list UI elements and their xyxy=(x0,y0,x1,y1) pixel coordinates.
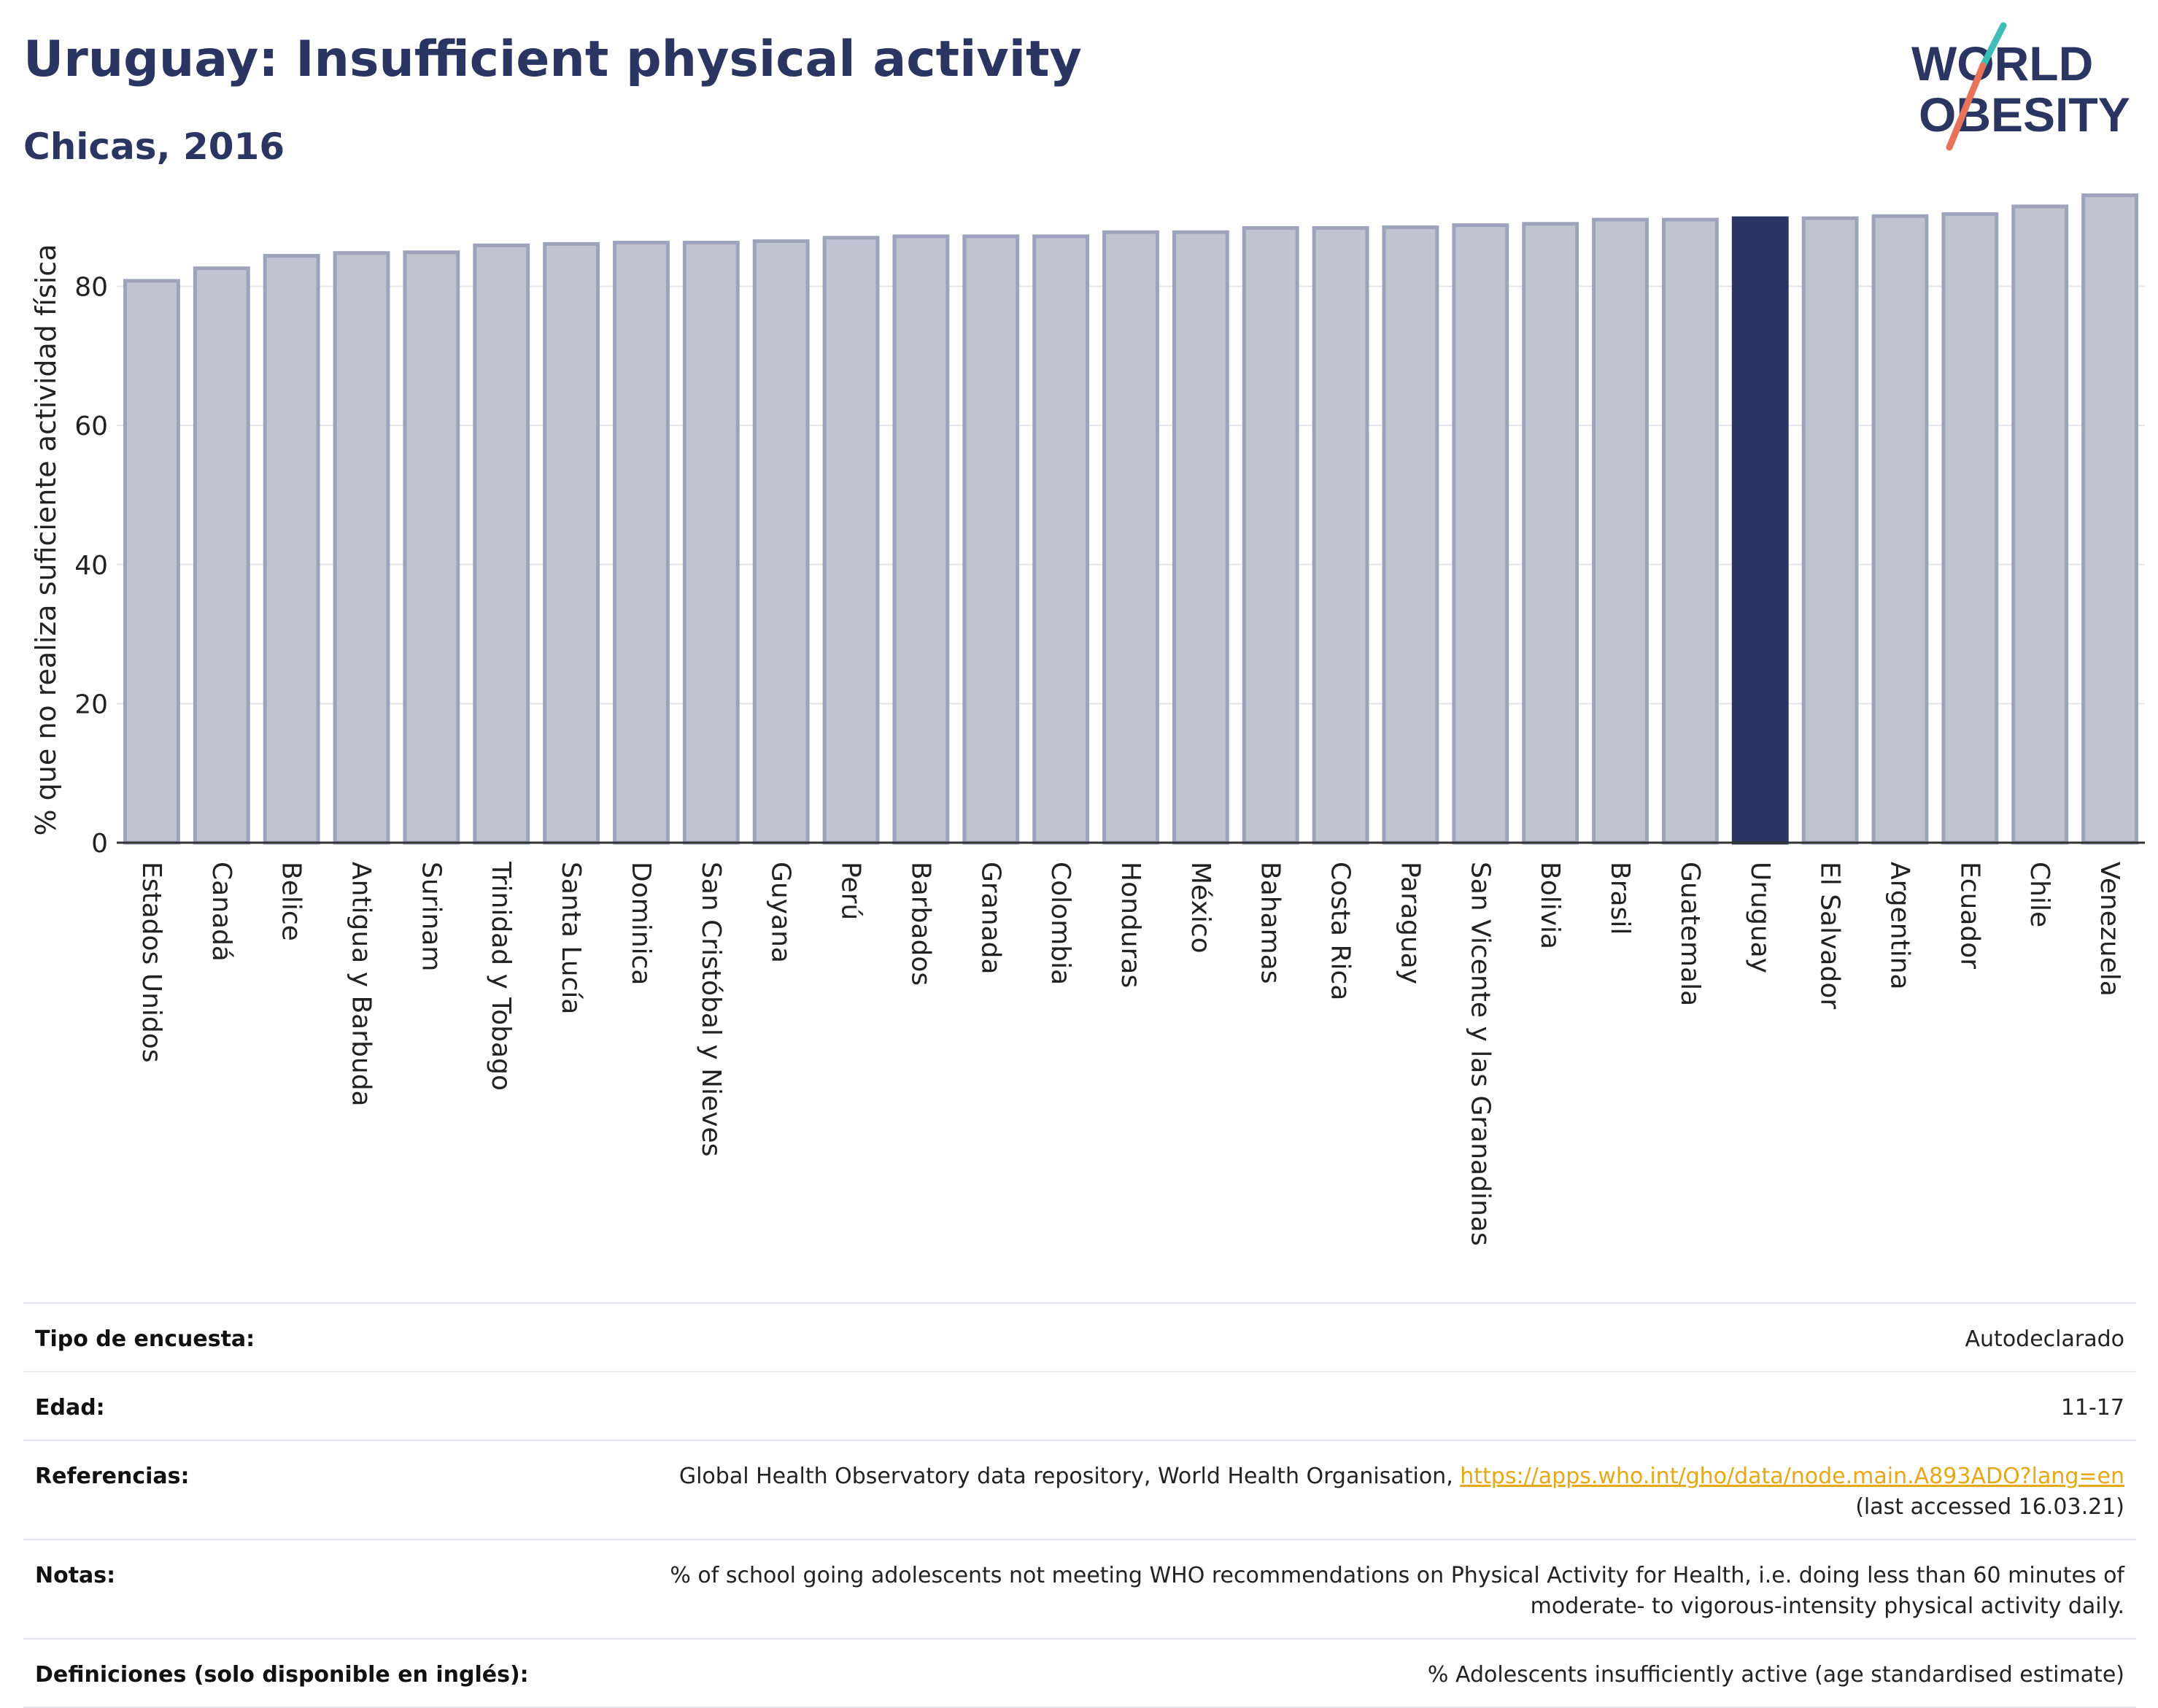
info-table: Tipo de encuesta: Autodeclarado Edad: 11… xyxy=(23,1302,2136,1708)
x-tick-label: Antigua y Barbuda xyxy=(347,862,376,1107)
bar xyxy=(1452,223,1509,845)
chart-title: Uruguay: Insufficient physical activity xyxy=(23,31,1082,88)
bar xyxy=(752,239,810,845)
bar xyxy=(1801,216,1859,845)
info-value: Global Health Observatory data repositor… xyxy=(679,1461,2124,1523)
y-axis-label: % que no realiza suficiente actividad fí… xyxy=(30,244,62,836)
reference-text: Global Health Observatory data repositor… xyxy=(678,1464,1461,1489)
world-obesity-logo: WORLD OBESITY xyxy=(1911,22,2130,151)
x-tick-label: Guatemala xyxy=(1675,862,1705,1006)
bar xyxy=(2011,204,2069,845)
logo-slash-top xyxy=(1979,22,2007,69)
bar xyxy=(962,234,1020,845)
y-tick-label: 40 xyxy=(74,551,108,581)
x-tick-label: Bolivia xyxy=(1535,862,1565,949)
bar xyxy=(2081,193,2138,845)
bar xyxy=(1871,214,1929,845)
x-tick-label: Guyana xyxy=(766,862,796,963)
info-row-survey-type: Tipo de encuesta: Autodeclarado xyxy=(23,1302,2136,1371)
y-tick-label: 60 xyxy=(74,411,108,441)
logo-slash-bottom xyxy=(1946,62,1987,151)
x-tick-label: Estados Unidos xyxy=(136,862,166,1063)
x-tick-label: Trinidad y Tobago xyxy=(486,861,516,1091)
bar xyxy=(1242,225,1299,845)
bar xyxy=(1032,234,1090,845)
x-tick-label: Santa Lucía xyxy=(556,862,586,1014)
bar xyxy=(1661,217,1719,845)
bar xyxy=(1172,230,1229,845)
bar xyxy=(613,240,670,845)
bar xyxy=(333,251,390,845)
info-label: Definiciones (solo disponible en inglés)… xyxy=(35,1662,529,1688)
logo-word-world: WORLD xyxy=(1911,36,2093,90)
y-tick-label: 20 xyxy=(74,689,108,719)
info-row-age: Edad: 11-17 xyxy=(23,1371,2136,1440)
reference-accessed: (last accessed 16.03.21) xyxy=(1855,1494,2124,1520)
y-axis: 0 20 40 60 80 xyxy=(74,273,2145,859)
x-tick-label: Ecuador xyxy=(1954,862,1984,969)
x-tick-label: Perú xyxy=(836,862,866,920)
info-label: Notas: xyxy=(35,1563,116,1588)
bar xyxy=(892,234,950,845)
x-tick-label: Honduras xyxy=(1115,862,1145,988)
bar xyxy=(1312,225,1369,845)
bar-chart: 0 20 40 60 80 Estados Unidos Canadá Belice Anti… xyxy=(30,193,2145,1246)
bar xyxy=(193,266,250,845)
bar xyxy=(263,254,320,845)
x-tick-label: Granada xyxy=(975,862,1005,975)
bar xyxy=(123,279,180,845)
info-row-definitions: Definiciones (solo disponible en inglés)… xyxy=(23,1638,2136,1708)
info-label: Referencias: xyxy=(35,1464,190,1489)
x-tick-label: Paraguay xyxy=(1395,862,1425,984)
bar xyxy=(1941,212,1999,845)
bar xyxy=(682,240,740,845)
reference-link[interactable]: https://apps.who.int/gho/data/node.main.… xyxy=(1460,1464,2124,1489)
x-tick-label: Brasil xyxy=(1605,862,1635,935)
x-tick-label: Uruguay xyxy=(1745,862,1775,973)
info-label: Edad: xyxy=(35,1395,105,1421)
x-tick-label: Surinam xyxy=(416,862,446,971)
info-row-notes: Notas: % of school going adolescents not… xyxy=(23,1539,2136,1638)
y-tick-label: 0 xyxy=(91,829,108,859)
x-tick-label: San Cristóbal y Nieves xyxy=(696,862,726,1156)
x-axis: Estados Unidos Canadá Belice Antigua y Barb… xyxy=(136,861,2124,1246)
info-value: % Adolescents insufficiently active (age… xyxy=(1427,1662,2124,1688)
bar xyxy=(822,236,880,845)
bar xyxy=(403,250,460,845)
x-tick-label: Costa Rica xyxy=(1326,862,1355,1000)
bar-highlight xyxy=(1731,216,1789,845)
x-tick-label: México xyxy=(1186,862,1215,954)
x-tick-label: Belice xyxy=(276,862,306,941)
x-tick-label: San Vicente y las Granadinas xyxy=(1465,862,1495,1246)
info-value: Autodeclarado xyxy=(1965,1326,2124,1352)
x-tick-label: Dominica xyxy=(626,862,656,986)
bar xyxy=(473,243,530,845)
bar xyxy=(1382,225,1439,845)
x-tick-label: Canadá xyxy=(206,862,236,962)
bar xyxy=(1522,222,1579,845)
info-row-references: Referencias: Global Health Observatory d… xyxy=(23,1440,2136,1539)
chart-subtitle: Chicas, 2016 xyxy=(23,125,285,168)
bar xyxy=(543,241,600,845)
info-label: Tipo de encuesta: xyxy=(35,1326,255,1352)
bar xyxy=(1592,217,1649,845)
info-value: % of school going adolescents not meetin… xyxy=(670,1563,2124,1619)
x-tick-label: Colombia xyxy=(1045,862,1075,985)
info-value: 11-17 xyxy=(2060,1395,2124,1421)
bar-series xyxy=(123,193,2138,845)
x-tick-label: Argentina xyxy=(1884,862,1914,990)
x-tick-label: Barbados xyxy=(905,862,935,986)
bar xyxy=(1102,230,1159,845)
x-tick-label: Chile xyxy=(2024,862,2054,927)
y-tick-label: 80 xyxy=(74,273,108,303)
x-tick-label: El Salvador xyxy=(1815,862,1845,1009)
x-tick-label: Bahamas xyxy=(1256,862,1285,984)
x-tick-label: Venezuela xyxy=(2095,862,2124,997)
